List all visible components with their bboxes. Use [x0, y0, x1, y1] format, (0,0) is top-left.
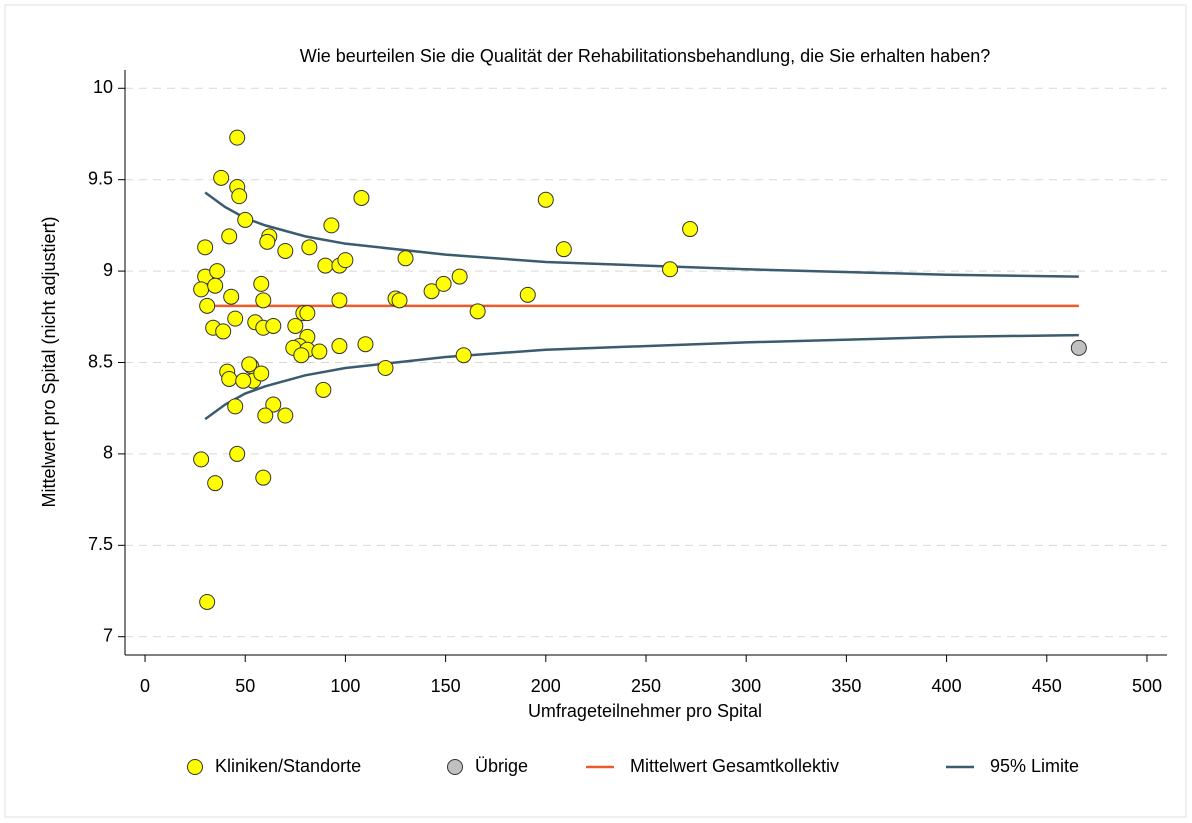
- point: [323, 217, 340, 234]
- x-tick-label: 0: [140, 676, 150, 696]
- point: [331, 338, 348, 355]
- point: [227, 310, 244, 327]
- point: [311, 343, 328, 360]
- point: [221, 370, 238, 387]
- point: [451, 268, 468, 285]
- x-tick-label: 100: [330, 676, 360, 696]
- x-tick-label: 150: [431, 676, 461, 696]
- point: [519, 286, 536, 303]
- point: [209, 263, 226, 280]
- frame: [4, 4, 1187, 818]
- point: [377, 359, 394, 376]
- point: [257, 407, 274, 424]
- point: [1070, 339, 1087, 356]
- line: [204, 191, 1079, 278]
- legend-label: Übrige: [475, 756, 528, 776]
- point: [253, 275, 270, 292]
- point: [213, 169, 230, 186]
- legend-marker: [187, 759, 203, 775]
- x-tick-label: 250: [631, 676, 661, 696]
- point: [215, 323, 232, 340]
- point: [662, 261, 679, 278]
- point: [259, 233, 276, 250]
- x-tick-label: 300: [731, 676, 761, 696]
- x-tick-label: 200: [531, 676, 561, 696]
- point: [207, 475, 224, 492]
- y-tick-label: 8.5: [88, 351, 113, 371]
- point: [423, 283, 440, 300]
- point: [241, 356, 258, 373]
- point: [315, 381, 332, 398]
- point: [469, 303, 486, 320]
- point: [397, 250, 414, 267]
- y-tick-label: 8: [103, 443, 113, 463]
- point: [193, 281, 210, 298]
- point: [357, 336, 374, 353]
- point: [223, 288, 240, 305]
- line: [204, 333, 1079, 421]
- point: [207, 277, 224, 294]
- point: [435, 275, 452, 292]
- x-tick-label: 450: [1032, 676, 1062, 696]
- x-axis-label: Umfrageteilnehmer pro Spital: [528, 701, 762, 721]
- point: [229, 129, 246, 146]
- legend-marker: [447, 759, 463, 775]
- point: [299, 305, 316, 322]
- legend-label: Kliniken/Standorte: [215, 756, 361, 776]
- y-axis-label: Mittelwert pro Spital (nicht adjustiert): [39, 216, 59, 507]
- point: [682, 221, 699, 238]
- point: [317, 257, 334, 274]
- x-tick-label: 50: [235, 676, 255, 696]
- point: [237, 211, 254, 228]
- point: [277, 242, 294, 259]
- y-tick-label: 9: [103, 260, 113, 280]
- y-tick-label: 7: [103, 625, 113, 645]
- point: [231, 188, 248, 205]
- point: [455, 347, 472, 364]
- legend-label: Mittelwert Gesamtkollektiv: [630, 756, 839, 776]
- point: [301, 239, 318, 256]
- x-tick-label: 400: [932, 676, 962, 696]
- chart-title: Wie beurteilen Sie die Qualität der Reha…: [300, 46, 990, 66]
- point: [337, 252, 354, 269]
- point: [331, 292, 348, 309]
- point: [199, 593, 216, 610]
- point: [255, 292, 272, 309]
- x-tick-label: 500: [1132, 676, 1162, 696]
- y-tick-label: 9.5: [88, 168, 113, 188]
- point: [555, 241, 572, 258]
- point: [277, 407, 294, 424]
- point: [235, 372, 252, 389]
- point: [227, 398, 244, 415]
- point: [287, 317, 304, 334]
- point: [193, 451, 210, 468]
- point: [537, 191, 554, 208]
- point: [221, 228, 238, 245]
- point: [391, 292, 408, 309]
- point: [253, 365, 270, 382]
- x-tick-label: 350: [831, 676, 861, 696]
- point: [255, 469, 272, 486]
- y-tick-label: 10: [93, 77, 113, 97]
- legend-label: 95% Limite: [990, 756, 1079, 776]
- point: [229, 445, 246, 462]
- y-tick-label: 7.5: [88, 534, 113, 554]
- point: [199, 297, 216, 314]
- point: [353, 189, 370, 206]
- point: [293, 347, 310, 364]
- point: [265, 317, 282, 334]
- point: [197, 239, 214, 256]
- point: [265, 396, 282, 413]
